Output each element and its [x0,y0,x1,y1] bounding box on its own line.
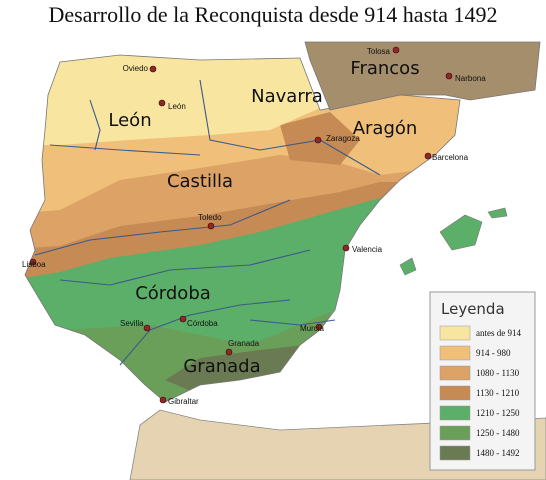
city-dot [225,348,233,356]
menorca [487,207,508,219]
region-label: Granada [183,356,260,377]
river [119,299,291,366]
legend-swatch [439,365,471,381]
river [59,249,311,286]
city-dot [207,222,215,230]
city-dot [392,46,400,54]
legend-label: antes de 914 [476,328,521,338]
city-dot [342,244,350,252]
city-dot [445,72,453,80]
city-label: Granada [228,339,260,348]
city-label: Tolosa [367,47,391,56]
legend-label: 914 - 980 [476,348,511,358]
legend-swatch [439,325,471,341]
river [34,199,291,256]
legend-swatch [439,345,471,361]
river [199,79,381,176]
city-dot [149,65,157,73]
city-label: Oviedo [123,64,149,73]
legend-title: Leyenda [441,300,505,318]
city-label: Narbona [455,74,486,83]
city-label: Murcia [300,324,325,333]
river [49,144,201,156]
region-label: Aragón [353,118,418,139]
city-dot [158,99,166,107]
francos-area [304,41,541,111]
city-dot [424,152,432,160]
city-dot [29,258,37,266]
city-label: Sevilla [120,319,144,328]
city-dot [143,324,151,332]
river [249,319,336,326]
map-title: Desarrollo de la Reconquista desde 914 h… [48,2,497,27]
city-label: Toledo [198,213,222,222]
mallorca [439,214,483,251]
legend-box [429,291,536,471]
city-dot [315,323,323,331]
band [25,55,320,145]
legend-swatch [439,425,471,441]
legend-label: 1210 - 1250 [476,408,520,418]
city-label: Córdoba [187,319,218,328]
city-dot [179,315,187,323]
region-label: Navarra [251,86,323,107]
legend-label: 1250 - 1480 [476,428,520,438]
ibiza [399,257,417,276]
city-label: Zaragoza [326,134,360,143]
city-dot [314,136,322,144]
city-label: Gibraltar [168,397,199,406]
river [89,99,101,151]
city-label: Lisboa [22,260,46,269]
city-label: Barcelona [432,153,469,162]
city-dot [159,396,167,404]
legend-label: 1130 - 1210 [476,388,520,398]
legend-swatch [439,385,471,401]
region-label: Córdoba [135,283,211,304]
region-label: Castilla [167,171,233,192]
region-label: Francos [350,58,419,79]
city-label: Valencia [352,245,383,254]
city-label: León [168,102,186,111]
legend-swatch [439,445,471,461]
region-label: León [108,110,151,131]
legend-label: 1480 - 1492 [476,448,520,458]
legend-label: 1080 - 1130 [476,368,520,378]
legend-swatch [439,405,471,421]
